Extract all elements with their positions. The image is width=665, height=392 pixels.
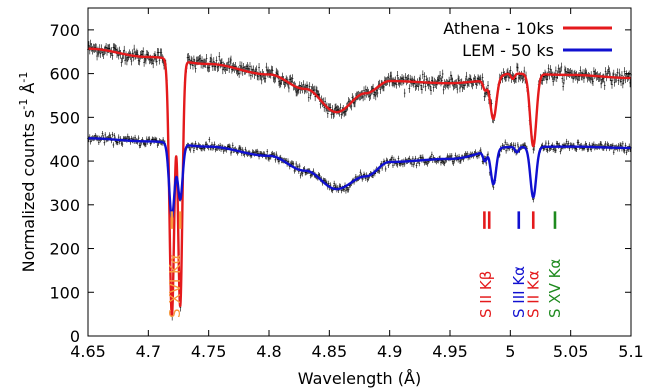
plot-frame bbox=[87, 7, 632, 337]
legend: Athena - 10ks LEM - 50 ks bbox=[443, 19, 612, 60]
x-axis-label: Wavelength (Å) bbox=[298, 369, 421, 388]
model-line-lem bbox=[87, 137, 632, 219]
y-axis-label-sup1: -1 bbox=[17, 99, 30, 110]
y-tick-label: 200 bbox=[49, 240, 80, 259]
y-tick-label: 700 bbox=[49, 21, 80, 40]
line-annotation: S XVI Kα bbox=[166, 254, 184, 318]
y-tick-label: 300 bbox=[49, 196, 80, 215]
x-axis: 4.65 4.7 4.75 4.8 4.85 4.9 4.95 5 5.05 5.1 bbox=[70, 8, 644, 361]
y-tick-label: 400 bbox=[49, 152, 80, 171]
line-annotation: S II Kβ bbox=[477, 271, 495, 318]
legend-label: LEM - 50 ks bbox=[462, 41, 554, 60]
model-line-athena bbox=[87, 47, 632, 317]
legend-label: Athena - 10ks bbox=[443, 19, 554, 38]
x-tick-label: 4.9 bbox=[377, 342, 402, 361]
line-annotation: S III Kα bbox=[510, 266, 528, 318]
y-axis-label-sup2: -1 bbox=[17, 72, 30, 83]
model-lines-layer bbox=[87, 47, 632, 317]
y-tick-label: 100 bbox=[49, 283, 80, 302]
x-tick-label: 4.65 bbox=[70, 342, 106, 361]
y-tick-label: 0 bbox=[70, 327, 80, 346]
x-tick-label: 4.75 bbox=[191, 342, 227, 361]
x-tick-label: 4.7 bbox=[136, 342, 161, 361]
y-axis-label: Normalized counts s-1 Å-1 bbox=[17, 72, 38, 273]
line-annotation: S XV Kα bbox=[546, 259, 564, 318]
x-tick-label: 4.8 bbox=[256, 342, 281, 361]
y-tick-label: 500 bbox=[49, 108, 80, 127]
y-axis-label-main: Normalized counts s bbox=[19, 110, 38, 273]
x-tick-label: 5.05 bbox=[553, 342, 589, 361]
y-tick-label: 600 bbox=[49, 65, 80, 84]
x-tick-label: 5.1 bbox=[618, 342, 643, 361]
annotations-layer: S XVI Kα S II Kβ S III KαS II Kα S XV Kα bbox=[166, 254, 564, 318]
y-axis-label-mid: Å bbox=[19, 83, 38, 99]
x-tick-label: 4.95 bbox=[432, 342, 468, 361]
x-tick-label: 4.85 bbox=[312, 342, 348, 361]
y-axis: 0 100 200 300 400 500 600 700 bbox=[49, 21, 631, 346]
line-markers-layer bbox=[170, 211, 557, 229]
line-annotation: S II Kα bbox=[524, 270, 542, 318]
x-tick-label: 5 bbox=[505, 342, 515, 361]
